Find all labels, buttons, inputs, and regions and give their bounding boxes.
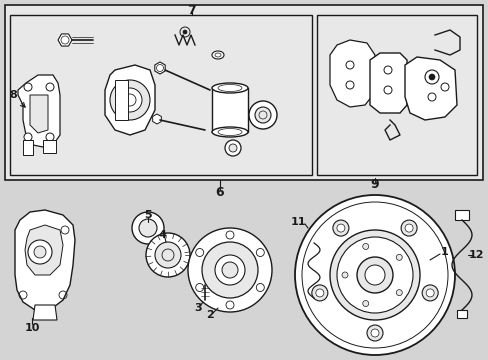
Circle shape xyxy=(195,284,203,292)
Circle shape xyxy=(224,140,241,156)
Polygon shape xyxy=(152,114,161,124)
Circle shape xyxy=(228,144,237,152)
Polygon shape xyxy=(25,225,63,275)
Polygon shape xyxy=(155,62,165,74)
Circle shape xyxy=(254,107,270,123)
Circle shape xyxy=(400,220,416,236)
Circle shape xyxy=(294,195,454,355)
Text: 1: 1 xyxy=(440,247,448,257)
Circle shape xyxy=(395,255,402,260)
Circle shape xyxy=(139,219,157,237)
Text: 2: 2 xyxy=(206,310,213,320)
Text: 9: 9 xyxy=(370,179,379,192)
Circle shape xyxy=(28,240,52,264)
Polygon shape xyxy=(105,65,155,135)
Circle shape xyxy=(329,230,419,320)
Circle shape xyxy=(225,231,234,239)
Circle shape xyxy=(132,212,163,244)
Circle shape xyxy=(341,272,347,278)
Circle shape xyxy=(356,257,392,293)
Circle shape xyxy=(46,83,54,91)
Text: 7: 7 xyxy=(187,4,196,17)
Polygon shape xyxy=(115,80,128,120)
Circle shape xyxy=(248,101,276,129)
Text: 11: 11 xyxy=(290,217,305,227)
Polygon shape xyxy=(43,140,56,153)
Circle shape xyxy=(24,133,32,141)
Circle shape xyxy=(183,30,186,34)
Circle shape xyxy=(118,88,142,112)
Circle shape xyxy=(421,285,437,301)
Circle shape xyxy=(146,233,190,277)
Circle shape xyxy=(34,246,46,258)
Circle shape xyxy=(256,248,264,256)
Circle shape xyxy=(428,74,434,80)
Circle shape xyxy=(362,301,368,306)
Polygon shape xyxy=(15,210,75,310)
Circle shape xyxy=(370,329,378,337)
Circle shape xyxy=(202,242,258,298)
Polygon shape xyxy=(199,271,211,285)
Circle shape xyxy=(364,265,384,285)
Circle shape xyxy=(256,284,264,292)
Bar xyxy=(456,310,466,318)
Circle shape xyxy=(195,248,203,256)
Ellipse shape xyxy=(212,83,247,93)
Bar xyxy=(212,88,247,132)
Bar xyxy=(10,15,311,175)
Ellipse shape xyxy=(212,51,224,59)
Circle shape xyxy=(366,325,382,341)
Text: 6: 6 xyxy=(215,186,224,199)
Polygon shape xyxy=(329,40,374,107)
Bar xyxy=(307,235,319,243)
Text: 10: 10 xyxy=(24,323,40,333)
Circle shape xyxy=(215,255,244,285)
Polygon shape xyxy=(18,75,60,147)
Circle shape xyxy=(311,285,327,301)
Bar xyxy=(316,15,476,175)
Circle shape xyxy=(404,224,412,232)
Circle shape xyxy=(336,237,412,313)
Circle shape xyxy=(222,262,238,278)
Text: 12: 12 xyxy=(468,250,483,260)
Circle shape xyxy=(336,224,344,232)
Polygon shape xyxy=(30,95,48,133)
Text: 5: 5 xyxy=(144,210,151,220)
Polygon shape xyxy=(404,57,456,120)
Circle shape xyxy=(225,301,234,309)
Polygon shape xyxy=(33,305,57,320)
Circle shape xyxy=(425,289,433,297)
Circle shape xyxy=(46,133,54,141)
Polygon shape xyxy=(369,53,406,113)
Text: 3: 3 xyxy=(194,303,202,313)
Text: 4: 4 xyxy=(158,230,165,240)
Polygon shape xyxy=(23,140,33,155)
Circle shape xyxy=(332,220,348,236)
Bar xyxy=(5,5,482,180)
Ellipse shape xyxy=(212,127,247,137)
Polygon shape xyxy=(58,34,72,46)
Circle shape xyxy=(309,299,317,307)
Circle shape xyxy=(110,80,150,120)
Circle shape xyxy=(155,242,181,268)
Bar xyxy=(454,210,468,220)
Circle shape xyxy=(362,243,368,249)
Circle shape xyxy=(187,228,271,312)
Circle shape xyxy=(395,290,402,296)
Circle shape xyxy=(315,289,323,297)
Circle shape xyxy=(24,83,32,91)
Text: 8: 8 xyxy=(9,90,25,107)
